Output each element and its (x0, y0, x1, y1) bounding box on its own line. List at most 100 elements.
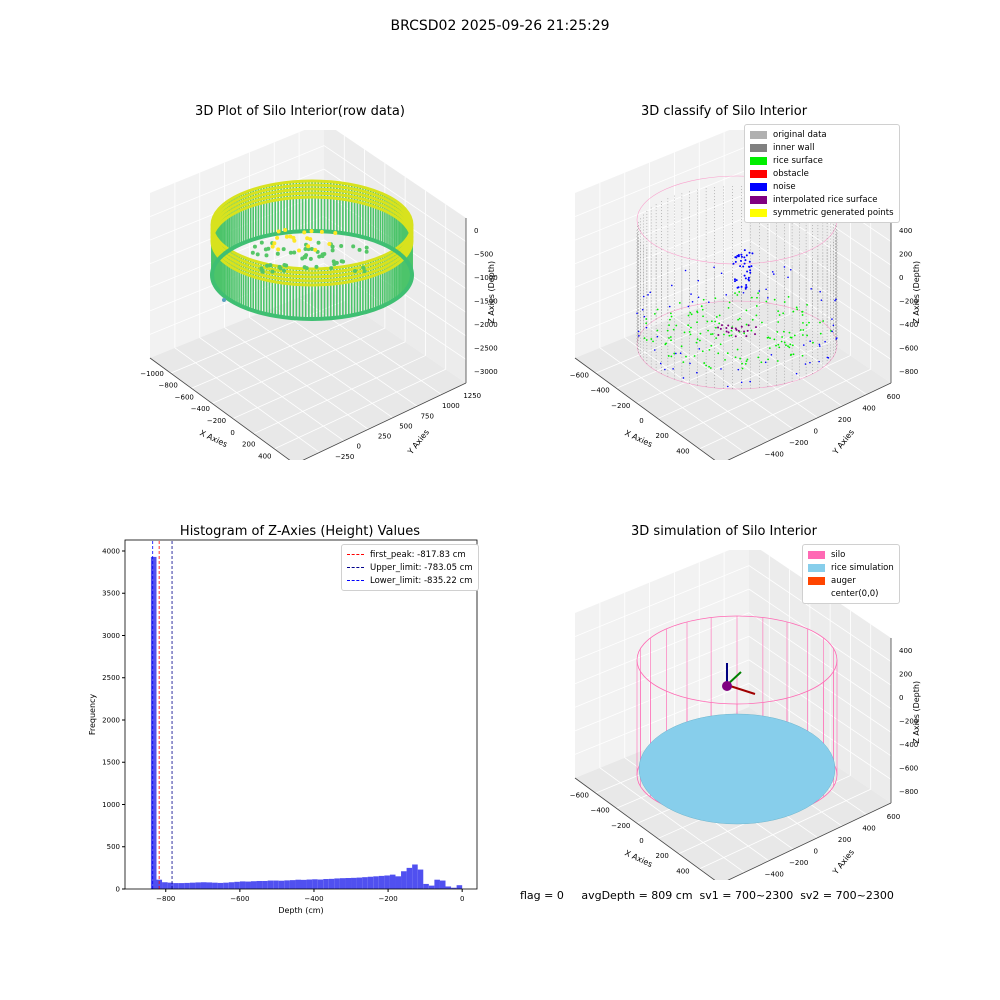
p2-rice-surface-point (734, 356, 737, 359)
panel2-legend-label: inner wall (773, 142, 815, 153)
histogram-xtick-label: −400 (304, 895, 323, 903)
panel4-legend: silo rice simulation auger center(0,0) (802, 544, 900, 604)
p4-ytick-label: 600 (887, 813, 900, 821)
panel4-legend-entry: rice simulation (808, 561, 894, 574)
p1-grid-line (249, 317, 393, 419)
panel2-legend-entry: noise (750, 180, 894, 193)
p2-rice-surface-point (714, 320, 717, 323)
p1-floor-point (316, 240, 321, 245)
histogram-ytick-label: 3000 (102, 632, 120, 640)
p2-noise-point (638, 335, 640, 337)
p4-ytick-label: 200 (838, 836, 851, 844)
p1-floor-point (297, 248, 302, 253)
p1-floor-point (255, 252, 260, 257)
p2-xtick-label: 200 (656, 432, 669, 440)
p2-rice-surface-point (744, 362, 747, 365)
p2-noise-point (809, 340, 811, 342)
p1-floor-point (327, 242, 332, 247)
histogram-bar (328, 878, 335, 889)
p2-noise-point (835, 298, 837, 301)
p1-ylabel: Y Axies (405, 428, 431, 457)
p2-rice-surface-point (673, 352, 676, 355)
p4-grid-line (748, 588, 892, 686)
p2-rice-surface-point (728, 301, 731, 304)
p2-noise-point (742, 291, 745, 294)
p2-rice-surface-point (683, 331, 686, 334)
p2-rice-surface-point (730, 334, 733, 337)
p2-noise-cluster-point (745, 286, 748, 289)
p1-floor-point (282, 262, 287, 267)
panel2-legend-entry: original data (750, 128, 894, 141)
p2-interpolated-point (745, 335, 748, 338)
p1-floor-point (313, 247, 318, 252)
p4-ytick-label: −400 (765, 871, 784, 879)
panel4-legend-label: rice simulation (831, 562, 894, 573)
histogram-bar (356, 877, 363, 889)
p4-rice-simulation (638, 713, 836, 825)
panel4-legend-swatch (808, 576, 825, 585)
histogram-bar (262, 880, 268, 889)
p1-floor-point (303, 246, 308, 251)
p2-noise-point (835, 338, 837, 340)
p1-ztick-label: 0 (474, 227, 478, 235)
p2-noise-point (713, 266, 715, 269)
p2-noise-point (689, 362, 691, 365)
panel2-legend-entry: obstacle (750, 167, 894, 180)
histogram-bar (206, 882, 213, 889)
p1-floor-point (302, 230, 307, 235)
panel4-legend-swatch (808, 550, 825, 559)
p1-xlabel: X Axies (198, 428, 229, 449)
p1-xtick-label: −400 (191, 405, 210, 413)
p2-noise-point (802, 344, 805, 346)
p1-floor-point (276, 229, 281, 234)
p2-rice-surface-point (718, 314, 721, 317)
p2-rice-surface-point (756, 296, 758, 299)
p2-noise-point (831, 330, 833, 333)
histogram-bar (317, 879, 324, 889)
p2-rice-surface-point (688, 330, 691, 333)
p4-center-point (722, 681, 732, 691)
histogram-bar (334, 878, 340, 889)
p2-noise-cluster-point (733, 280, 736, 283)
panel2-legend-label: original data (773, 129, 827, 140)
p1-floor-point (266, 246, 271, 251)
p2-grid-line (574, 168, 750, 241)
p2-noise-cluster-point (744, 259, 747, 262)
p2-rice-surface-point (767, 358, 769, 361)
histogram-bar (395, 876, 402, 889)
p2-rice-surface-point (801, 334, 804, 336)
p2-rice-surface-point (745, 309, 748, 312)
p2-rice-surface-point (767, 336, 770, 339)
histogram-bar (189, 882, 196, 889)
p2-noise-point (675, 352, 677, 355)
histogram-bar (289, 880, 296, 889)
p1-floor-point (308, 237, 313, 242)
p2-rice-surface-point (739, 357, 742, 360)
p2-rice-surface-point (727, 306, 730, 309)
p1-grid-line (149, 215, 325, 288)
p1-floor-point (292, 250, 297, 255)
p2-rice-surface-point (702, 298, 705, 301)
p2-noise-point (770, 353, 773, 356)
p1-grid-line (199, 337, 345, 442)
p2-noise-point (697, 279, 700, 282)
p1-grid-line (149, 145, 325, 217)
p4-grid-line (748, 683, 892, 780)
p2-rice-surface-point (668, 324, 670, 326)
p2-rice-surface-point (806, 334, 809, 337)
p2-rice-surface-point (769, 337, 771, 340)
p2-noise-point (818, 343, 821, 346)
panel3-legend-entry: Upper_limit: -783.05 cm (347, 561, 473, 574)
p4-grid-line (748, 565, 892, 662)
histogram-bar (256, 880, 263, 889)
p2-rice-surface-point (745, 360, 748, 363)
p4-points (636, 615, 838, 825)
p1-ytick-label: 500 (399, 422, 412, 430)
p2-rice-surface-point (689, 333, 692, 336)
p2-rice-surface-point (695, 341, 698, 344)
p4-grid-line (574, 588, 750, 661)
p1-ytick-label: 1250 (463, 392, 481, 400)
p1-grid-line (323, 145, 467, 242)
p2-noise-cluster-point (748, 260, 751, 263)
p1-floor-point (353, 269, 358, 274)
